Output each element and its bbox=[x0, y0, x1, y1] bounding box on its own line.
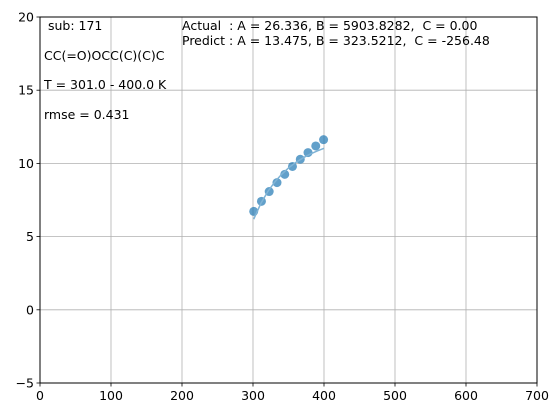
x-tick-label-0: 0 bbox=[36, 388, 44, 403]
series-layer bbox=[249, 135, 329, 220]
data-point-9 bbox=[319, 135, 329, 145]
x-tick-label-3: 300 bbox=[241, 388, 265, 403]
x-tick-label-4: 400 bbox=[312, 388, 336, 403]
y-tick-label-0: −5 bbox=[16, 376, 34, 391]
x-tick-label-5: 500 bbox=[383, 388, 407, 403]
y-tick-label-1: 0 bbox=[26, 302, 34, 317]
y-tick-label-2: 5 bbox=[26, 229, 34, 244]
x-tick-label-2: 200 bbox=[170, 388, 194, 403]
predicted-curve bbox=[253, 147, 325, 220]
annotation-sub: sub: 171 bbox=[44, 18, 102, 33]
y-tick-label-5: 20 bbox=[18, 10, 34, 25]
y-tick-label-3: 10 bbox=[18, 156, 34, 171]
annotation-actual-params: Actual : A = 26.336, B = 5903.8282, C = … bbox=[182, 18, 477, 33]
annotation-temperature-range: T = 301.0 - 400.0 K bbox=[43, 77, 167, 92]
annotation-predict-params: Predict : A = 13.475, B = 323.5212, C = … bbox=[182, 33, 490, 48]
plot-frame bbox=[39, 16, 538, 384]
data-point-4 bbox=[280, 169, 290, 179]
annotation-smiles: CC(=O)OCC(C)(C)C bbox=[44, 48, 165, 63]
data-point-8 bbox=[311, 141, 321, 151]
x-tick-label-7: 700 bbox=[525, 388, 549, 403]
x-tick-label-6: 600 bbox=[454, 388, 478, 403]
data-point-5 bbox=[287, 161, 297, 171]
data-point-3 bbox=[272, 178, 282, 188]
annotation-rmse: rmse = 0.431 bbox=[44, 107, 130, 122]
grid-layer bbox=[39, 16, 538, 384]
x-tick-label-1: 100 bbox=[99, 388, 123, 403]
y-tick-label-4: 15 bbox=[18, 83, 34, 98]
